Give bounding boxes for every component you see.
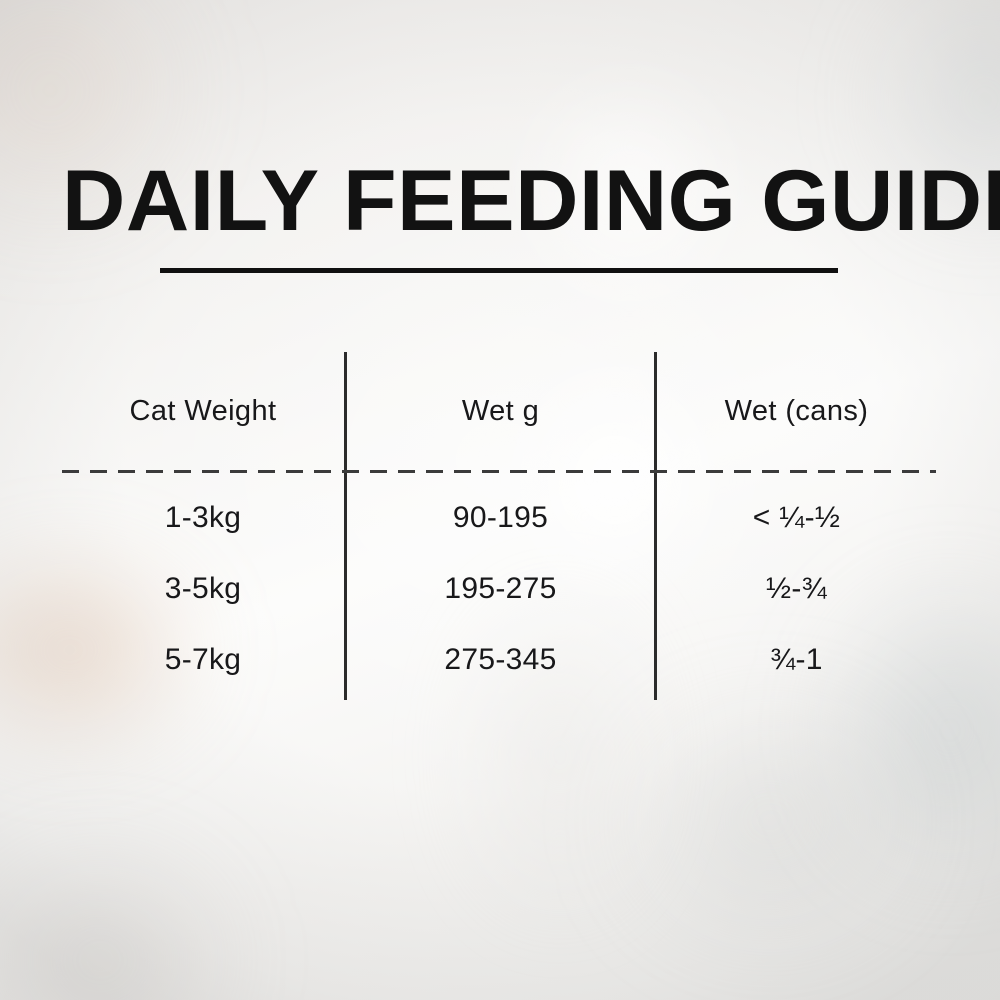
table-row: < ¼-½ bbox=[752, 501, 841, 534]
page-title: DAILY FEEDING GUIDE bbox=[62, 153, 1000, 249]
title-underline-rule bbox=[160, 268, 838, 273]
table-header-cat-weight: Cat Weight bbox=[129, 395, 277, 427]
table-row: ½-¾ bbox=[766, 572, 827, 605]
header-dashed-separator bbox=[62, 470, 936, 473]
table-row: 275-345 bbox=[444, 643, 557, 676]
table-header-wet-cans: Wet (cans) bbox=[724, 395, 869, 427]
table-row: ¾-1 bbox=[770, 643, 823, 676]
table-row: 90-195 bbox=[452, 501, 549, 534]
column-divider-2 bbox=[654, 352, 657, 700]
table-row: 5-7kg bbox=[164, 643, 242, 676]
column-divider-1 bbox=[344, 352, 347, 700]
table-row: 195-275 bbox=[444, 572, 557, 605]
table-row: 1-3kg bbox=[164, 501, 242, 534]
table-header-wet-grams: Wet g bbox=[461, 395, 540, 427]
table-row: 3-5kg bbox=[164, 572, 242, 605]
